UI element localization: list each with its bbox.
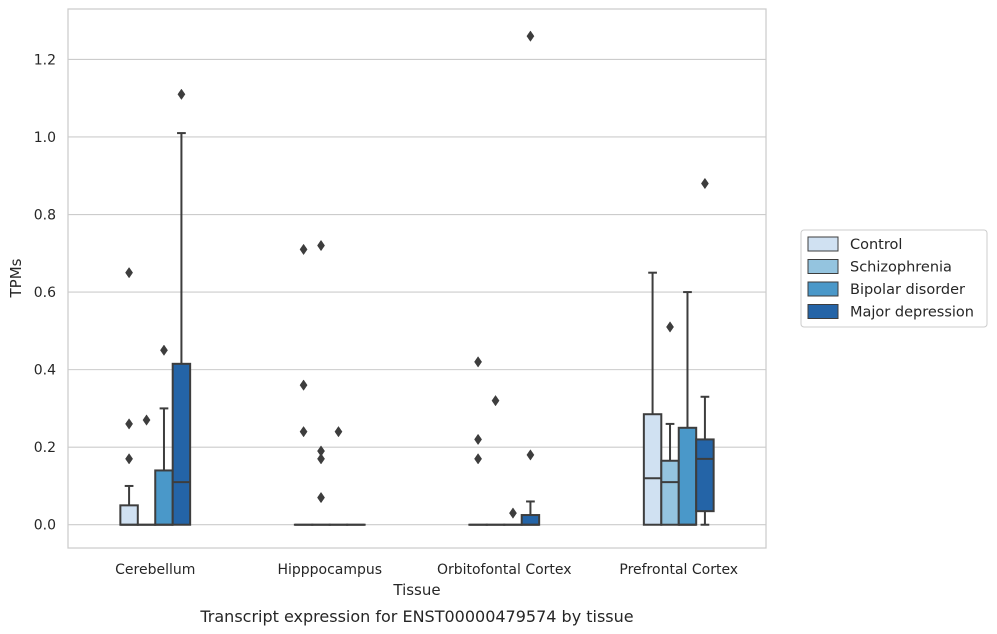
flier-point xyxy=(474,453,482,465)
flier-point xyxy=(142,414,151,426)
flier-point xyxy=(177,88,186,100)
flier-point xyxy=(299,426,308,438)
y-tick-label: 0.6 xyxy=(34,285,56,301)
legend-frame xyxy=(800,229,988,328)
legend-swatch xyxy=(807,281,839,297)
flier-point xyxy=(317,445,325,457)
box-series-group xyxy=(119,30,715,526)
flier-point xyxy=(701,177,709,190)
flier-point xyxy=(526,30,535,42)
legend-label: Schizophrenia xyxy=(850,260,952,276)
x-tick-label: Hipppocampus xyxy=(277,562,382,578)
y-tick-label: 1.0 xyxy=(34,130,56,146)
box-body xyxy=(171,362,192,526)
flier-point xyxy=(160,344,168,356)
box-body xyxy=(660,459,680,526)
y-tick-label: 0.4 xyxy=(34,363,56,379)
x-axis-label: Tissue xyxy=(392,581,440,599)
box-body xyxy=(677,426,698,526)
x-tick-label: Prefrontal Cortex xyxy=(619,562,738,578)
y-tick-label: 0.2 xyxy=(34,440,56,456)
legend-swatch xyxy=(807,304,839,319)
legend-swatch xyxy=(807,259,839,274)
flier-point xyxy=(491,395,500,407)
box-body xyxy=(119,504,139,526)
y-tick-label: 0.8 xyxy=(34,208,56,224)
box-body xyxy=(642,413,663,526)
flier-point xyxy=(509,507,517,519)
y-tick-label: 1.2 xyxy=(34,52,56,68)
flier-point xyxy=(666,321,674,333)
flier-point xyxy=(299,243,308,256)
flier-point xyxy=(526,449,535,461)
box-body xyxy=(154,469,174,526)
legend: Control Schizophrenia Bipolar disorder Majo… xyxy=(800,229,988,328)
flier-point xyxy=(299,379,308,391)
flier-point xyxy=(125,267,133,279)
y-tick-label: 0.0 xyxy=(34,518,56,534)
legend-label: Major depression xyxy=(850,305,974,321)
x-tick-label: Cerebellum xyxy=(115,562,195,578)
legend-swatch xyxy=(807,236,839,252)
flier-point xyxy=(317,239,325,252)
flier-point xyxy=(317,453,325,465)
flier-point xyxy=(474,356,482,368)
series-major-depression xyxy=(171,30,715,526)
box-body xyxy=(520,514,541,526)
chart-caption: Transcript expression for ENST0000047957… xyxy=(199,607,633,626)
y-axis-ticks: 0.0 0.2 0.4 0.6 0.8 1.0 1.2 xyxy=(34,52,56,533)
plot-area-frame xyxy=(67,8,767,549)
series-bipolar-disorder xyxy=(154,291,698,526)
legend-label: Control xyxy=(850,237,902,253)
flier-point xyxy=(474,433,482,446)
x-axis-ticks: Cerebellum Hipppocampus Orbitofontal Corte… xyxy=(115,562,738,578)
flier-point xyxy=(317,491,325,504)
flier-point xyxy=(125,418,133,430)
box-body xyxy=(695,438,715,513)
legend-label: Bipolar disorder xyxy=(850,282,965,298)
x-tick-label: Orbitofontal Cortex xyxy=(437,562,572,578)
y-axis-label: TPMs xyxy=(7,258,25,298)
flier-point xyxy=(334,426,343,438)
flier-point xyxy=(125,453,133,465)
